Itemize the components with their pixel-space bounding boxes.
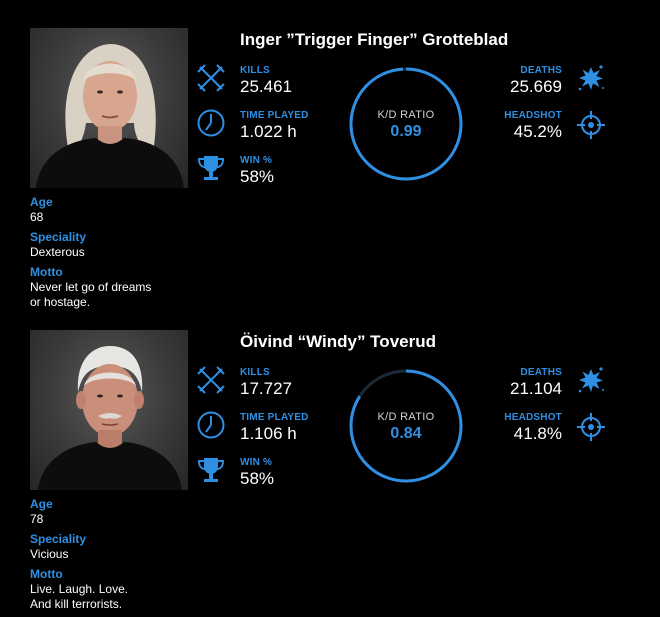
profile-card: Inger ”Trigger Finger” Grotteblad KILLS …: [0, 0, 660, 309]
age-value: 78: [30, 512, 44, 526]
headshot-value: 41.8%: [513, 424, 562, 443]
kills-label: KILLS: [240, 367, 270, 378]
kd-ratio-value: 0.84: [390, 425, 422, 442]
kd-ratio-label: K/D RATIO: [377, 109, 435, 121]
trophy-icon: [196, 153, 226, 183]
player-info: Age 78 Speciality Vicious Motto Live. La…: [30, 497, 200, 617]
time-played-stat: TIME PLAYED 1.106 h: [240, 412, 309, 444]
motto-line: or hostage.: [30, 295, 91, 309]
deaths-label: DEATHS: [520, 65, 562, 76]
kd-ratio-arc: [349, 369, 463, 483]
crosshair-icon: [576, 110, 606, 140]
kd-ratio-ring: [346, 64, 466, 184]
time-played-label: TIME PLAYED: [240, 110, 309, 121]
kills-stat: KILLS 17.727: [240, 367, 292, 399]
time-played-value: 1.106 h: [240, 424, 297, 443]
win-stat: WIN % 58%: [240, 155, 274, 187]
win-stat: WIN % 58%: [240, 457, 274, 489]
crossed-swords-icon: [196, 63, 226, 93]
motto-label: Motto: [30, 265, 63, 279]
time-played-label: TIME PLAYED: [240, 412, 309, 423]
time-played-value: 1.022 h: [240, 122, 297, 141]
player-name: Inger ”Trigger Finger” Grotteblad: [240, 30, 509, 49]
motto-line: And kill terrorists.: [30, 597, 123, 611]
headshot-label: HEADSHOT: [504, 110, 562, 121]
age-label: Age: [30, 195, 53, 209]
player-photo: [30, 330, 188, 490]
splat-icon: [576, 63, 606, 93]
win-label: WIN %: [240, 155, 273, 166]
kills-stat: KILLS 25.461: [240, 65, 292, 97]
age-value: 68: [30, 210, 44, 224]
trophy-icon: [196, 455, 226, 485]
player-info: Age 68 Speciality Dexterous Motto Never …: [30, 195, 200, 315]
speciality-value: Vicious: [30, 547, 69, 561]
headshot-value: 45.2%: [513, 122, 562, 141]
headshot-label: HEADSHOT: [504, 412, 562, 423]
kills-value: 25.461: [240, 77, 292, 96]
kills-value: 17.727: [240, 379, 292, 398]
clock-icon: [196, 108, 226, 138]
speciality-value: Dexterous: [30, 245, 85, 259]
win-value: 58%: [240, 469, 275, 488]
headshot-stat: HEADSHOT 45.2%: [504, 110, 562, 142]
deaths-label: DEATHS: [520, 367, 562, 378]
crosshair-icon: [576, 412, 606, 442]
clock-icon: [196, 410, 226, 440]
deaths-value: 25.669: [510, 77, 562, 96]
headshot-stat: HEADSHOT 41.8%: [504, 412, 562, 444]
win-value: 58%: [240, 167, 275, 186]
motto-line: Live. Laugh. Love.: [30, 582, 129, 596]
speciality-label: Speciality: [30, 230, 87, 244]
kd-ratio-value: 0.99: [390, 123, 422, 140]
kd-ratio-arc: [349, 67, 463, 181]
deaths-stat: DEATHS 25.669: [510, 65, 562, 97]
age-label: Age: [30, 497, 53, 511]
player-name: Öivind “Windy” Toverud: [240, 332, 436, 351]
splat-icon: [576, 365, 606, 395]
kills-label: KILLS: [240, 65, 270, 76]
win-label: WIN %: [240, 457, 273, 468]
speciality-label: Speciality: [30, 532, 87, 546]
motto-line: Never let go of dreams: [30, 280, 152, 294]
profile-card: Öivind “Windy” Toverud KILLS 17.727 TIME…: [0, 302, 660, 611]
kd-ratio-ring: [346, 366, 466, 486]
crossed-swords-icon: [196, 365, 226, 395]
deaths-stat: DEATHS 21.104: [510, 367, 562, 399]
time-played-stat: TIME PLAYED 1.022 h: [240, 110, 309, 142]
player-photo: [30, 28, 188, 188]
kd-ratio-label: K/D RATIO: [377, 411, 435, 423]
deaths-value: 21.104: [510, 379, 562, 398]
motto-label: Motto: [30, 567, 63, 581]
